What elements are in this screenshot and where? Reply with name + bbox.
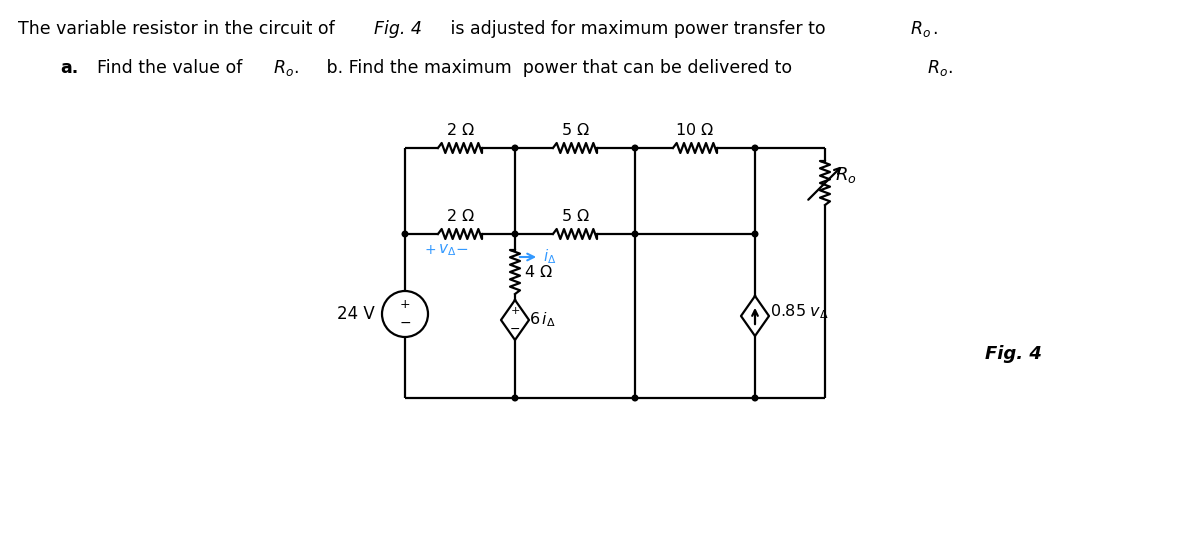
- Circle shape: [512, 231, 518, 237]
- Text: b. Find the maximum  power that can be delivered to: b. Find the maximum power that can be de…: [310, 59, 798, 77]
- Text: is adjusted for maximum power transfer to: is adjusted for maximum power transfer t…: [444, 20, 831, 38]
- Text: 5 $\Omega$: 5 $\Omega$: [560, 208, 590, 224]
- Circle shape: [752, 145, 758, 151]
- Text: −: −: [400, 316, 411, 330]
- Circle shape: [402, 231, 408, 237]
- Text: 24 V: 24 V: [337, 305, 375, 323]
- Text: $R_o$: $R_o$: [927, 58, 948, 78]
- Text: $R_o$: $R_o$: [273, 58, 294, 78]
- Text: +: +: [424, 243, 436, 257]
- Text: Fig. 4: Fig. 4: [985, 345, 1041, 363]
- Text: The variable resistor in the circuit of: The variable resistor in the circuit of: [18, 20, 340, 38]
- Text: 4 $\Omega$: 4 $\Omega$: [524, 264, 553, 280]
- Text: 5 $\Omega$: 5 $\Omega$: [560, 122, 590, 138]
- Text: $R_o$: $R_o$: [910, 19, 931, 39]
- Text: Find the value of: Find the value of: [97, 59, 248, 77]
- Text: $6\,i_\Delta$: $6\,i_\Delta$: [530, 311, 556, 329]
- Text: +: +: [511, 306, 520, 316]
- Text: Fig. 4: Fig. 4: [374, 20, 422, 38]
- Circle shape: [752, 395, 758, 401]
- Text: 2 $\Omega$: 2 $\Omega$: [446, 122, 474, 138]
- Text: $0.85\;v_\Delta$: $0.85\;v_\Delta$: [769, 302, 829, 321]
- Text: .: .: [947, 59, 953, 77]
- Circle shape: [632, 395, 638, 401]
- Text: $i_\Delta$: $i_\Delta$: [543, 247, 557, 266]
- Text: .: .: [931, 20, 937, 38]
- Text: +: +: [400, 299, 410, 311]
- Circle shape: [752, 231, 758, 237]
- Circle shape: [632, 231, 638, 237]
- Circle shape: [512, 395, 518, 401]
- Text: $v_\Delta$: $v_\Delta$: [437, 242, 456, 258]
- Text: a.: a.: [60, 59, 78, 77]
- Text: −: −: [509, 322, 520, 335]
- Text: −: −: [455, 242, 468, 257]
- Text: 2 $\Omega$: 2 $\Omega$: [446, 208, 474, 224]
- Circle shape: [512, 145, 518, 151]
- Text: $R_o$: $R_o$: [834, 165, 857, 185]
- Text: 10 $\Omega$: 10 $\Omega$: [675, 122, 715, 138]
- Circle shape: [632, 145, 638, 151]
- Text: .: .: [293, 59, 299, 77]
